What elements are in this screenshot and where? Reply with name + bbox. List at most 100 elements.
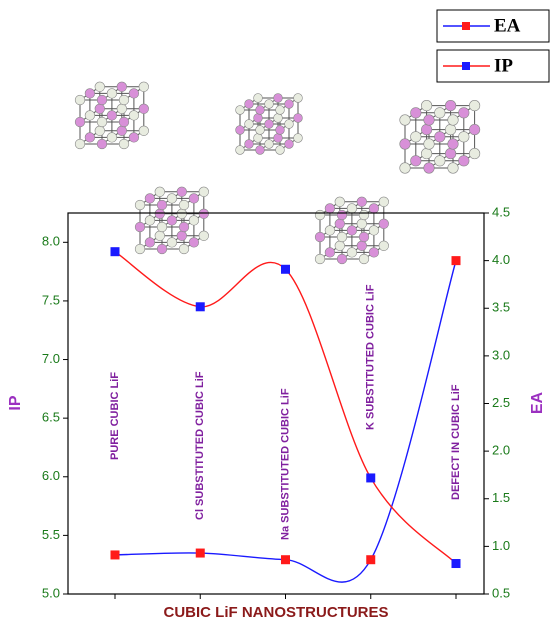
y-tick-label: 5.0 [42,585,60,600]
y-tick-label: 8.0 [42,234,60,249]
molecule [400,100,480,173]
atom [135,200,145,210]
atom [435,132,446,143]
marker [452,559,461,568]
atom [265,100,274,109]
atom [421,124,432,135]
y-tick-label: 7.0 [42,351,60,366]
marker [196,302,205,311]
atom [179,222,189,232]
molecule [236,94,303,155]
atom [107,111,117,121]
x-axis-title: CUBIC LiF NANOSTRUCTURES [164,604,389,621]
atom [459,132,470,143]
atom [400,163,411,174]
y-axis-title: IP [7,395,24,410]
atom [265,140,274,149]
atom [400,115,411,126]
atom [245,100,254,109]
legend-marker [462,22,470,30]
atom [157,244,167,254]
atom [179,200,189,210]
atom [335,219,345,229]
molecule-illustrations [75,82,480,264]
atom [119,139,129,149]
atom [167,216,177,226]
marker [452,256,461,265]
atom [145,194,155,204]
atom [245,140,254,149]
atom [357,241,367,251]
atom [411,132,422,143]
atom [424,139,435,150]
atom [117,104,127,114]
atom [276,146,285,155]
atom [256,106,265,115]
atom [459,156,470,167]
atom [379,197,389,207]
atom [285,120,294,129]
atom [315,210,325,220]
atom [469,148,480,159]
atom [155,231,165,241]
atom [75,117,85,127]
atom [177,187,187,197]
chart: IP EA CUBIC LiF NANOSTRUCTURES 5.05.56.0… [0,0,552,629]
molecule [315,197,388,264]
legend-marker [462,62,470,70]
molecule [135,187,208,254]
legend-label: IP [494,55,513,76]
atom [347,248,357,258]
atom [135,222,145,232]
atom [97,95,107,105]
atom [256,146,265,155]
atom [448,163,459,174]
atom [411,156,422,167]
atom [189,238,199,248]
y2-tick-label: 4.0 [492,252,510,267]
atom [245,120,254,129]
atom [129,111,139,121]
atom [459,108,470,119]
atom [119,117,129,127]
marker [281,265,290,274]
atom [448,115,459,126]
atom [469,124,480,135]
atom [469,100,480,111]
atom [369,248,379,258]
atom [337,254,347,264]
marker [111,550,120,559]
category-label: K SUBSTITUTED CUBIC LiF [365,284,377,430]
atom [157,200,167,210]
y2-tick-label: 0.5 [492,585,510,600]
atom [347,204,357,214]
atom [199,187,209,197]
atom [97,139,107,149]
atom [256,126,265,135]
atom [400,139,411,150]
atom [294,114,303,123]
atom [95,126,105,136]
atom [236,146,245,155]
atom [95,82,105,92]
atom [335,197,345,207]
atom [265,120,274,129]
atom [359,232,369,242]
atom [155,187,165,197]
atom [448,139,459,150]
atom [254,94,263,103]
atom [145,238,155,248]
atom [421,100,432,111]
marker [111,247,120,256]
atom [294,94,303,103]
y2-tick-label: 2.0 [492,443,510,458]
atom [157,222,167,232]
atom [145,216,155,226]
atom [95,104,105,114]
atom [421,148,432,159]
atom [189,216,199,226]
y2-tick-label: 4.5 [492,204,510,219]
atom [369,204,379,214]
category-label: Cl SUBSTITUTED CUBIC LiF [194,371,206,520]
y-tick-label: 6.0 [42,468,60,483]
